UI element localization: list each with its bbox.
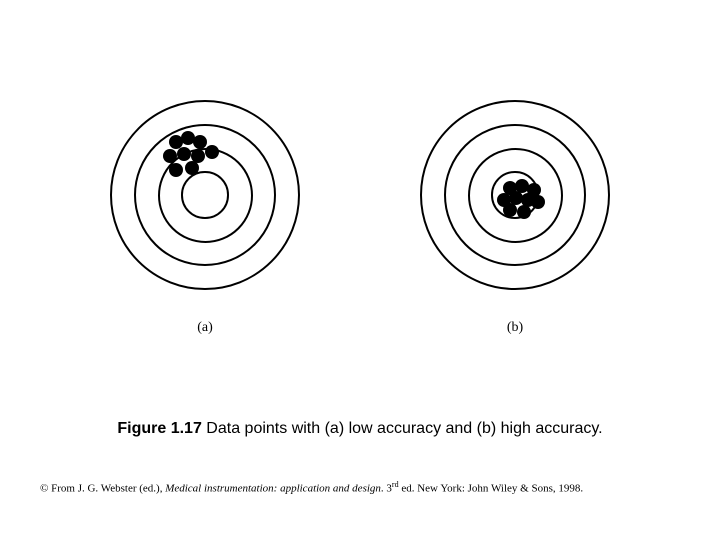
target-a — [110, 100, 300, 290]
data-point — [205, 145, 219, 159]
data-point — [169, 163, 183, 177]
credit-mid: . 3 — [381, 483, 392, 495]
credit-prefix: © From J. G. Webster (ed.), — [40, 483, 165, 495]
figure-caption: Figure 1.17 Data points with (a) low acc… — [0, 420, 720, 438]
data-point — [503, 203, 517, 217]
target-b — [420, 100, 610, 290]
target-b-wrap: (b) — [420, 100, 610, 336]
credit-sup: rd — [392, 480, 399, 489]
figure-label: Figure 1.17 — [117, 420, 201, 437]
data-point — [185, 161, 199, 175]
target-b-label: (b) — [507, 320, 523, 336]
data-point — [177, 147, 191, 161]
data-point — [163, 149, 177, 163]
figure-caption-text: Data points with (a) low accuracy and (b… — [202, 420, 603, 437]
credit-suffix: ed. New York: John Wiley & Sons, 1998. — [399, 483, 584, 495]
credit-italic: Medical instrumentation: application and… — [165, 483, 381, 495]
targets-row: (a) (b) — [0, 100, 720, 336]
credit-line: © From J. G. Webster (ed.), Medical inst… — [40, 480, 680, 495]
data-point — [517, 205, 531, 219]
target-ring — [181, 171, 229, 219]
data-point — [531, 195, 545, 209]
target-a-label: (a) — [197, 320, 213, 336]
target-a-wrap: (a) — [110, 100, 300, 336]
data-point — [193, 135, 207, 149]
